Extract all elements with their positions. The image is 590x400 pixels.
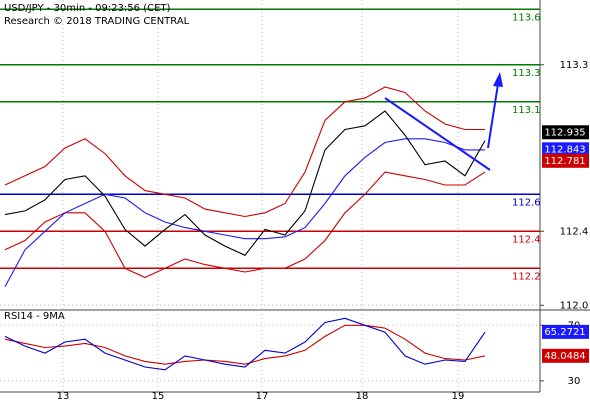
- arrow-head: [493, 72, 503, 87]
- price-tag: [542, 125, 589, 140]
- level-label: 112.4: [512, 234, 541, 245]
- y-tick-label: 30: [568, 376, 581, 387]
- y-tick-label: 112.4: [560, 226, 589, 237]
- series-line: [4, 138, 485, 288]
- y-tick-label: 113.3: [560, 60, 589, 71]
- price-tag: [542, 324, 589, 339]
- level-label: 112.6: [512, 197, 541, 208]
- price-tag-label: 112.843: [544, 144, 585, 155]
- series-line: [4, 317, 486, 371]
- x-tick-label: 18: [356, 391, 369, 400]
- price-tag-label: 65.2721: [544, 327, 585, 338]
- x-tick-label: 13: [57, 391, 70, 400]
- level-label: 113.1: [512, 105, 541, 116]
- series-line: [4, 171, 486, 279]
- level-label: 112.2: [512, 271, 541, 282]
- price-tag: [542, 142, 589, 157]
- indicator-title: RSI14 - 9MA: [4, 311, 65, 322]
- level-label: 113.3: [512, 68, 541, 79]
- price-tag-label: 112.935: [544, 127, 585, 138]
- chart-subtitle: Research © 2018 TRADING CENTRAL: [4, 16, 190, 27]
- x-tick-label: 17: [256, 391, 269, 400]
- trend-line: [384, 97, 491, 171]
- level-label: 113.6: [512, 12, 541, 23]
- price-tag-label: 112.781: [544, 156, 585, 167]
- series-line: [4, 86, 485, 218]
- y-tick-label: 112.0: [560, 300, 589, 311]
- x-tick-label: 19: [452, 391, 465, 400]
- price-tag: [542, 153, 589, 168]
- series-line: [4, 324, 486, 365]
- forecast-arrow: [487, 83, 499, 149]
- series-line: [4, 110, 486, 256]
- price-tag-label: 48.0484: [544, 351, 585, 362]
- x-tick-label: 15: [152, 391, 165, 400]
- price-tag: [542, 348, 589, 363]
- chart-title: USD/JPY - 30min - 09:23:56 (CET): [4, 3, 171, 14]
